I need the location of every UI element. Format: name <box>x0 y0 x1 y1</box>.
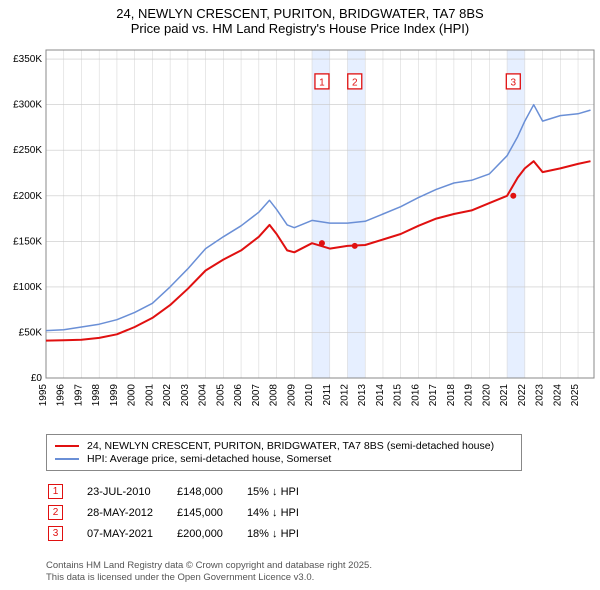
svg-text:1996: 1996 <box>56 384 67 407</box>
svg-text:£200K: £200K <box>13 191 42 202</box>
svg-text:2024: 2024 <box>552 384 563 407</box>
svg-text:1999: 1999 <box>109 384 120 407</box>
footnote-line1: Contains HM Land Registry data © Crown c… <box>46 560 372 572</box>
svg-text:2006: 2006 <box>233 384 244 407</box>
svg-text:£250K: £250K <box>13 145 42 156</box>
svg-text:2017: 2017 <box>428 384 439 407</box>
svg-text:2002: 2002 <box>162 384 173 407</box>
svg-text:2022: 2022 <box>517 384 528 407</box>
svg-text:2007: 2007 <box>251 384 262 407</box>
sale-date-3: 07-MAY-2021 <box>87 524 175 543</box>
svg-text:2025: 2025 <box>570 384 581 407</box>
svg-text:1: 1 <box>319 77 325 88</box>
svg-text:£50K: £50K <box>19 327 43 338</box>
sale-price-3: £200,000 <box>177 524 245 543</box>
svg-text:1995: 1995 <box>38 384 49 407</box>
svg-text:2023: 2023 <box>535 384 546 407</box>
sale-marker-1: 1 <box>48 484 63 499</box>
svg-text:2020: 2020 <box>481 384 492 407</box>
chart-legend: 24, NEWLYN CRESCENT, PURITON, BRIDGWATER… <box>46 434 522 471</box>
svg-text:3: 3 <box>511 77 517 88</box>
svg-text:2011: 2011 <box>322 384 333 406</box>
svg-text:2003: 2003 <box>180 384 191 407</box>
svg-text:2010: 2010 <box>304 384 315 407</box>
sale-date-1: 23-JUL-2010 <box>87 482 175 501</box>
svg-text:2015: 2015 <box>393 384 404 407</box>
table-row: 1 23-JUL-2010 £148,000 15% ↓ HPI <box>48 482 321 501</box>
svg-text:2014: 2014 <box>375 384 386 407</box>
sale-price-1: £148,000 <box>177 482 245 501</box>
svg-text:2016: 2016 <box>410 384 421 407</box>
table-row: 3 07-MAY-2021 £200,000 18% ↓ HPI <box>48 524 321 543</box>
svg-text:2000: 2000 <box>127 384 138 407</box>
legend-swatch-2 <box>55 458 79 460</box>
svg-text:1998: 1998 <box>91 384 102 407</box>
sales-table: 1 23-JUL-2010 £148,000 15% ↓ HPI 2 28-MA… <box>46 480 323 545</box>
svg-text:1997: 1997 <box>73 384 84 407</box>
footnotes: Contains HM Land Registry data © Crown c… <box>46 560 372 584</box>
svg-text:2001: 2001 <box>144 384 155 407</box>
legend-label-1: 24, NEWLYN CRESCENT, PURITON, BRIDGWATER… <box>87 440 494 452</box>
svg-text:2008: 2008 <box>269 384 280 407</box>
chart-container: 1 2 3 £0 £50K £100K £150K £200K £250K £300K £350K 1… <box>0 44 600 424</box>
svg-text:2018: 2018 <box>446 384 457 407</box>
svg-text:2021: 2021 <box>499 384 510 407</box>
chart-svg: 1 2 3 £0 £50K £100K £150K £200K £250K £300K £350K 1… <box>0 44 600 424</box>
legend-label-2: HPI: Average price, semi-detached house,… <box>87 453 331 465</box>
svg-text:2: 2 <box>352 77 358 88</box>
sale-price-2: £145,000 <box>177 503 245 522</box>
chart-title-line1: 24, NEWLYN CRESCENT, PURITON, BRIDGWATER… <box>0 0 600 21</box>
legend-swatch-1 <box>55 445 79 447</box>
svg-text:£150K: £150K <box>13 236 42 247</box>
svg-text:£300K: £300K <box>13 100 42 111</box>
svg-text:2013: 2013 <box>357 384 368 407</box>
svg-text:£350K: £350K <box>13 54 42 65</box>
svg-text:2005: 2005 <box>215 384 226 407</box>
svg-text:2004: 2004 <box>198 384 209 407</box>
sale-marker-2: 2 <box>48 505 63 520</box>
sale-delta-2: 14% ↓ HPI <box>247 503 321 522</box>
table-row: 2 28-MAY-2012 £145,000 14% ↓ HPI <box>48 503 321 522</box>
footnote-line2: This data is licensed under the Open Gov… <box>46 572 372 584</box>
sale-delta-1: 15% ↓ HPI <box>247 482 321 501</box>
svg-text:2009: 2009 <box>286 384 297 407</box>
svg-text:2012: 2012 <box>339 384 350 407</box>
svg-text:£0: £0 <box>31 373 43 384</box>
sale-date-2: 28-MAY-2012 <box>87 503 175 522</box>
sale-marker-3: 3 <box>48 526 63 541</box>
svg-text:£100K: £100K <box>13 282 42 293</box>
chart-title-line2: Price paid vs. HM Land Registry's House … <box>0 21 600 40</box>
svg-text:2019: 2019 <box>464 384 475 407</box>
sale-delta-3: 18% ↓ HPI <box>247 524 321 543</box>
